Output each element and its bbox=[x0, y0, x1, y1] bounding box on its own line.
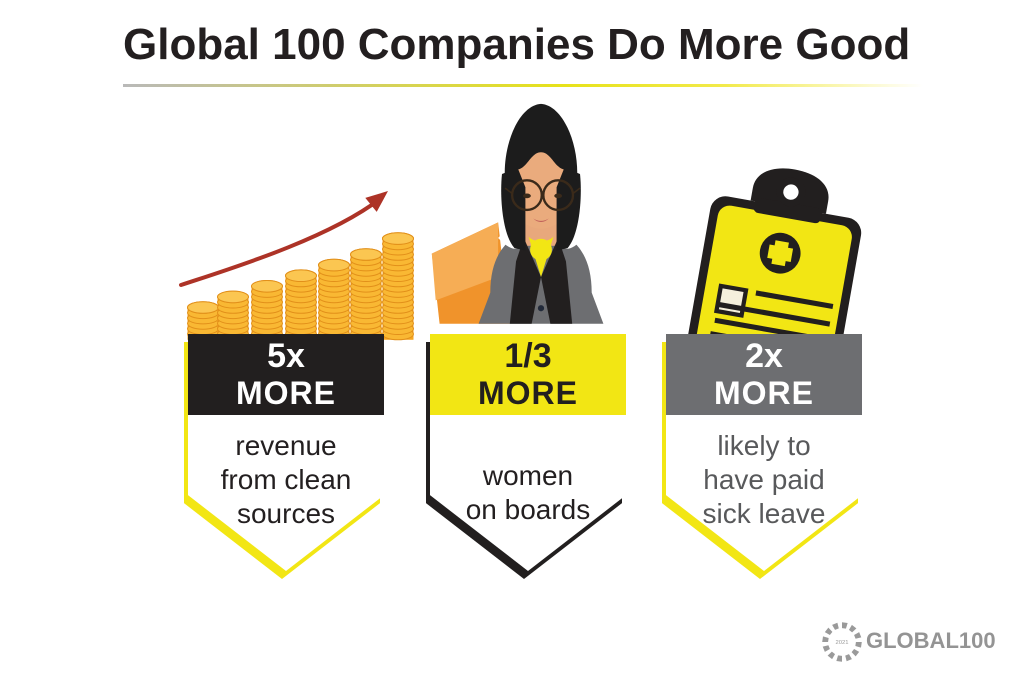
svg-text:2021: 2021 bbox=[835, 640, 848, 646]
